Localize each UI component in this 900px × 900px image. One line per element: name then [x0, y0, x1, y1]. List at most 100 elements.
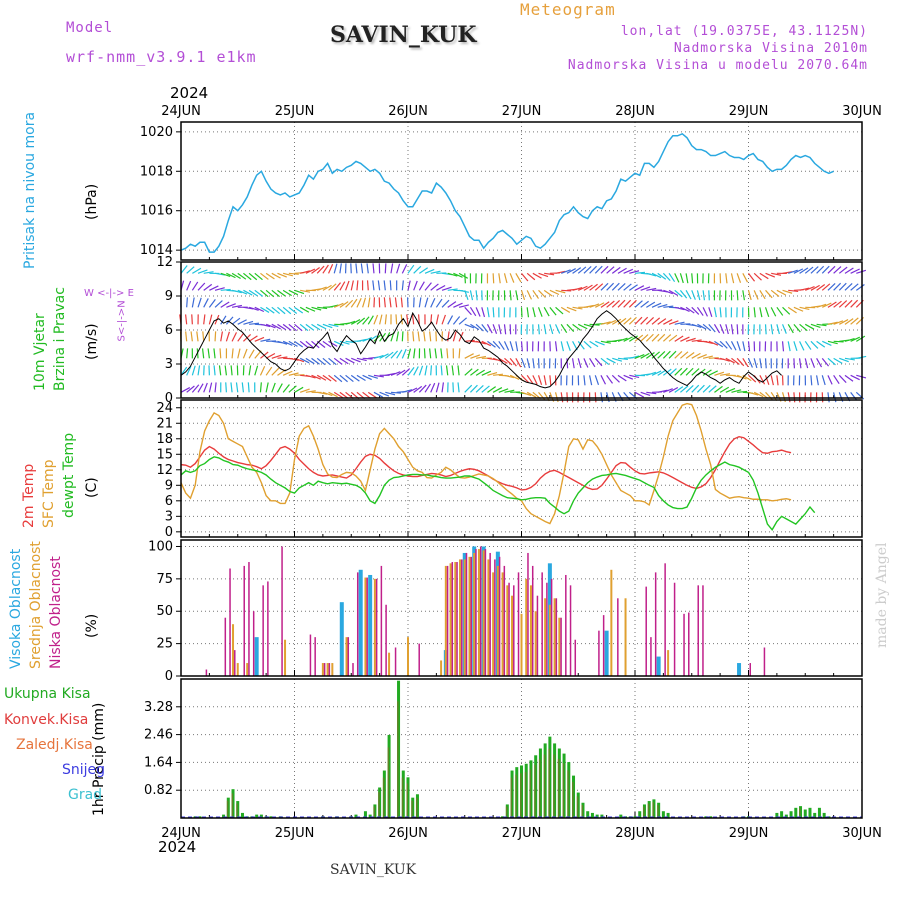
- wind-barb: [833, 300, 842, 308]
- wind-barb: [271, 382, 276, 393]
- wind-barb: [617, 374, 627, 382]
- wind-barb: [328, 357, 337, 366]
- wind-barb: [549, 306, 557, 316]
- wind-barb: [328, 263, 334, 274]
- wind-barb: [254, 336, 265, 342]
- wind-barb: [764, 358, 767, 369]
- wind-barb: [611, 266, 621, 274]
- wind-barb: [589, 340, 599, 348]
- wind-barb: [708, 385, 717, 393]
- cloud-bar-mid: [492, 572, 495, 676]
- wind-barb: [799, 267, 809, 274]
- wind-barb: [475, 355, 487, 359]
- wind-barb: [555, 289, 566, 294]
- wind-barb: [781, 324, 787, 334]
- wind-barb: [646, 272, 657, 277]
- wind-barb: [589, 375, 593, 386]
- wind-barb: [458, 317, 468, 325]
- precip-bar: [704, 816, 708, 818]
- wind-barb: [254, 306, 265, 313]
- wind-barb: [345, 280, 350, 291]
- wind-barb: [411, 314, 415, 325]
- wind-barb: [736, 341, 741, 351]
- wind-barb: [549, 289, 560, 296]
- y-tick-label: 12: [156, 463, 173, 478]
- cloud-bar-mid: [477, 549, 480, 676]
- y-tick-label: 0: [165, 525, 173, 540]
- wind-barb: [214, 287, 225, 291]
- cloud-bar-low: [347, 637, 350, 676]
- precip-bar-convective: [529, 769, 531, 818]
- wind-barb: [288, 306, 298, 314]
- cloud-bar-mid: [345, 637, 348, 676]
- wind-barb: [492, 340, 501, 350]
- wind-barb: [418, 365, 424, 376]
- wind-barb: [759, 290, 766, 300]
- wind-barb: [764, 375, 770, 385]
- wind-barb: [435, 298, 443, 308]
- wind-barb: [305, 357, 315, 365]
- wind-barb: [436, 284, 446, 291]
- wind-barb: [674, 386, 684, 393]
- precip-bar: [775, 812, 779, 818]
- wind-barb: [646, 287, 657, 291]
- precip-bar-convective: [652, 802, 654, 818]
- wind-barb: [816, 375, 819, 386]
- wind-barb: [447, 272, 458, 277]
- wind-barb: [225, 316, 234, 325]
- wind-barb: [277, 272, 287, 278]
- wind-barb: [827, 282, 836, 291]
- wind-barb: [265, 382, 269, 393]
- wind-barb: [759, 307, 763, 318]
- wind-barb: [305, 323, 315, 331]
- wind-barb: [765, 272, 776, 278]
- wind-barb: [708, 307, 713, 318]
- precip-bar-convective: [401, 777, 404, 818]
- wind-barb: [395, 314, 398, 325]
- wind-barb: [492, 324, 498, 334]
- wind-barb: [577, 323, 588, 330]
- wind-barb: [645, 351, 655, 359]
- wind-barb: [470, 368, 479, 376]
- wind-barb: [787, 324, 794, 334]
- wind-barb: [713, 307, 717, 318]
- wind-barb: [629, 270, 640, 274]
- wind-barb: [300, 270, 311, 274]
- wind-barb: [856, 374, 867, 379]
- wind-barb: [345, 320, 356, 325]
- wind-barb: [481, 340, 492, 347]
- wind-barb: [537, 375, 543, 386]
- wind-barb: [736, 290, 739, 301]
- wind-barb: [424, 383, 431, 393]
- wind-barb: [571, 358, 575, 369]
- wind-barb: [589, 283, 598, 291]
- cloud-bar-low: [314, 637, 316, 676]
- wind-barb: [651, 272, 662, 279]
- wind-barb: [696, 384, 705, 393]
- wind-barb: [748, 391, 759, 396]
- cloud-bar-low: [555, 598, 558, 676]
- cloud-bar-mid: [284, 639, 287, 676]
- cloud-bar-low: [366, 577, 368, 676]
- wind-barb: [555, 270, 566, 274]
- wind-barb: [600, 321, 611, 325]
- wind-barb: [827, 375, 833, 385]
- wind-barb: [515, 358, 522, 368]
- wind-barb: [538, 391, 546, 401]
- wind-barb: [180, 387, 191, 393]
- wind-barb: [481, 385, 490, 393]
- wind-barb: [685, 290, 692, 300]
- wind-barb: [328, 374, 337, 382]
- cloud-bar-low: [749, 663, 751, 676]
- wind-barb: [668, 368, 677, 376]
- wind-barb: [594, 357, 603, 367]
- wind-barb: [457, 382, 460, 393]
- wind-barb: [628, 335, 639, 342]
- precip-bar: [198, 816, 202, 818]
- wind-barb: [611, 318, 622, 325]
- wind-barb: [833, 357, 843, 364]
- wind-barb: [844, 374, 854, 382]
- wind-barb: [214, 300, 223, 308]
- wind-barb: [566, 268, 576, 274]
- wind-barb: [685, 384, 694, 393]
